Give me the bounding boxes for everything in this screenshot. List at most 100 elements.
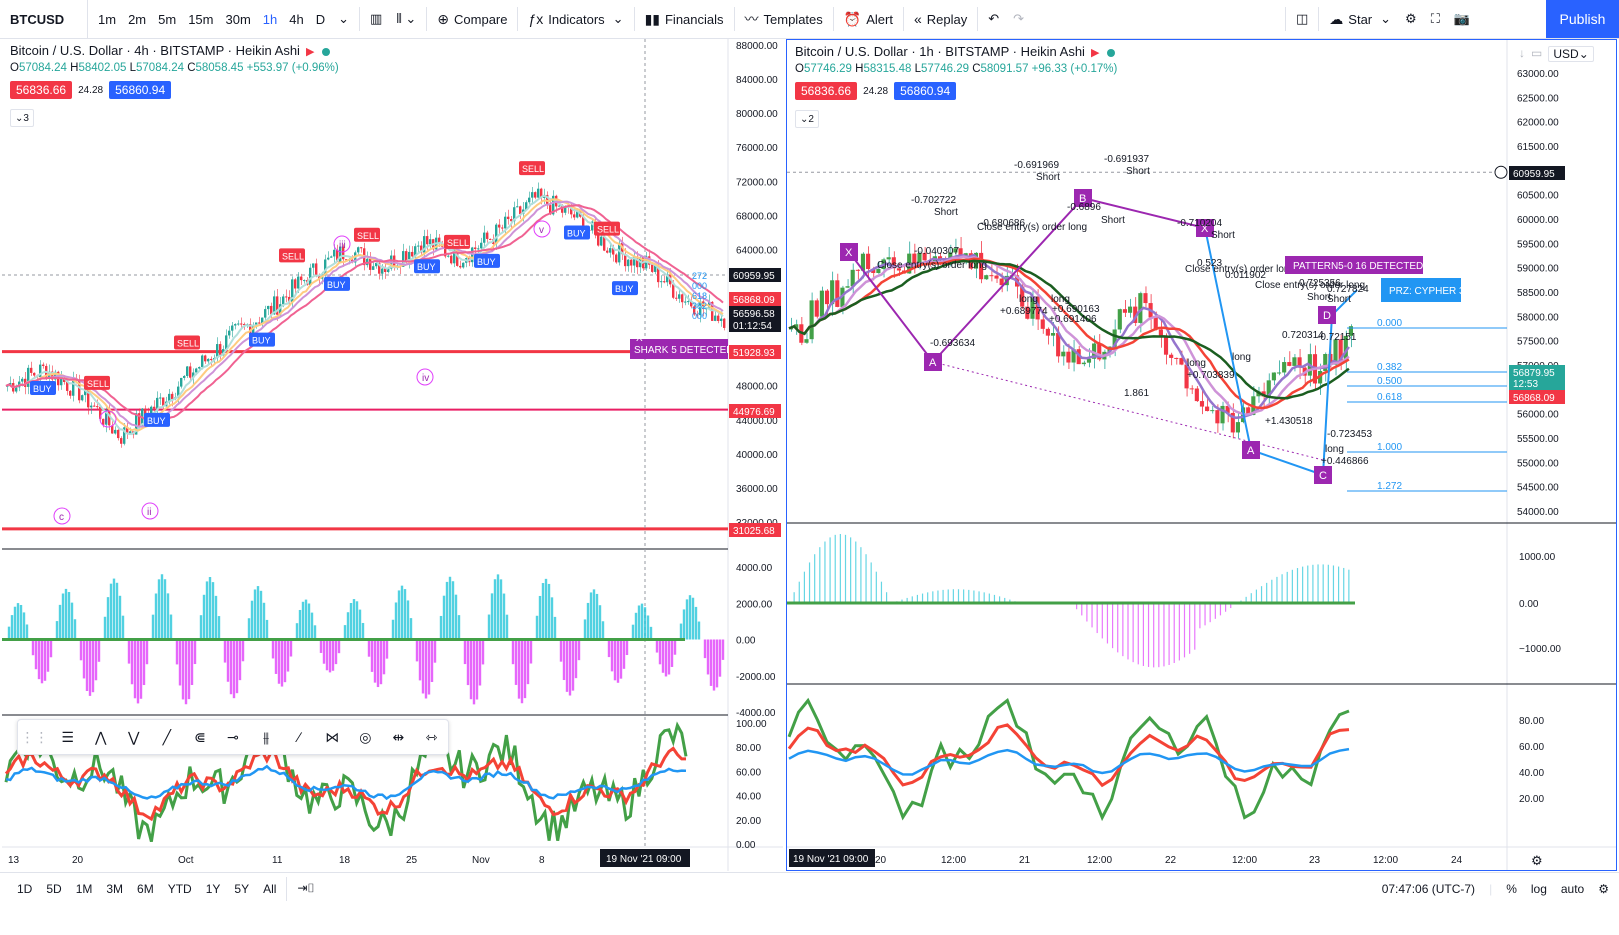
maximize-icon[interactable]: ▭ [1531,46,1543,60]
candle [714,315,717,321]
candle [228,330,231,336]
signal-label-sell: SELL [522,164,544,174]
price-tag: 56596.58 [733,309,775,320]
interval-D[interactable]: D [315,11,326,27]
star-button[interactable]: ☁ Star ⌄ [1322,0,1398,38]
interval-15m[interactable]: 15m [188,11,214,27]
signal-label-sell: SELL [357,231,379,241]
range-1y[interactable]: 1Y [205,881,221,896]
clock-display[interactable]: 07:47:06 (UTC-7) [1381,881,1476,896]
interval-5m[interactable]: 5m [158,11,177,27]
indicators-collapse-button[interactable]: ⌄ 3 [10,109,34,127]
bottom-toolbar: 1D 5D 1M 3M 6M YTD 1Y 5Y All ⇥⌷ 07:47:06 (UTC-7)… [0,872,1619,904]
horizontal-lines-icon[interactable]: ☰ [61,728,74,745]
fullscreen-icon[interactable]: ⛶ [1430,11,1440,26]
interval-2m[interactable]: 2m [128,11,147,27]
publish-button[interactable]: Publish [1546,0,1619,38]
replay-button[interactable]: «Replay [907,0,974,38]
horizontal-ray-icon[interactable]: ⊸ [227,728,239,745]
candle [210,358,213,361]
currency-selector[interactable]: USD⌄ [1548,46,1594,62]
indicators-collapse-button[interactable]: ⌄ 2 [795,110,819,128]
right-chart-panel[interactable]: Bitcoin / U.S. Dollar · 1h · BITSTAMP · … [786,39,1617,871]
star-label: Star [1348,11,1373,27]
redo-icon[interactable]: ↷ [1013,11,1025,26]
compare-button[interactable]: ⊕ Compare [430,0,514,38]
symbol-search[interactable]: BTCUSD [0,0,88,38]
line-icon[interactable]: ∕ [297,729,301,745]
left-chart-panel[interactable]: Bitcoin / U.S. Dollar · 4h · BITSTAMP · … [2,39,783,871]
layout-icon[interactable]: ◫ [1296,11,1309,26]
candle [860,253,866,271]
trend-line-icon[interactable]: ╱ [162,728,172,745]
range-6m[interactable]: 6M [137,881,154,896]
candle [814,300,819,317]
candle [27,367,30,387]
range-1d[interactable]: 1D [17,881,33,896]
gear-icon[interactable]: ⚙ [1598,881,1609,896]
signal-label-buy: BUY [147,416,166,426]
range-5y[interactable]: 5Y [234,881,250,896]
osc-tick-label: 0.00 [736,636,756,647]
annotation-label: Close entry(s) order long [877,260,987,271]
bottom-right-controls: 07:47:06 (UTC-7) | % log auto ⚙ [1381,881,1609,896]
interval-1h[interactable]: 1h [262,11,278,27]
xabcd-pattern-icon[interactable]: ⋈ [325,728,340,745]
candle [231,325,234,331]
auto-scale-button[interactable]: auto [1560,881,1585,896]
sell-price-button[interactable]: 56836.66 [10,81,73,99]
range-1m[interactable]: 1M [75,881,93,896]
buy-price-button[interactable]: 56860.94 [894,82,957,100]
price-range-icon[interactable]: ⇹ [392,728,405,745]
signal-label-bg [324,276,350,291]
fib-level-label: 618 [692,291,707,301]
annotation-label: long [1187,358,1206,369]
undo-icon[interactable]: ↶ [988,11,1000,26]
financials-button[interactable]: ▮▮ Financials [638,0,731,38]
long-position-icon[interactable]: ⫵ [262,728,270,745]
camera-icon[interactable]: 📷 [1453,11,1470,26]
left-chart-canvas[interactable]: 88000.0084000.0080000.0076000.0072000.00… [2,39,783,871]
wave-circle [99,410,117,428]
gear-icon[interactable]: ⚙ [1405,11,1417,26]
abc-pattern-icon[interactable]: ⋀ [94,728,107,745]
pitchfork-icon[interactable]: ⋐ [194,728,206,745]
alert-button[interactable]: ⏰ Alert [837,0,900,38]
bar-style-icon[interactable]: ▥ [370,11,383,26]
compare-label: Compare [454,11,508,27]
range-all[interactable]: All [263,881,277,896]
right-chart-canvas[interactable]: 63000.0062500.0062000.0061500.0061000.00… [787,40,1616,870]
indicators-button[interactable]: ƒx Indicators ⌄ [521,0,630,38]
candle [1122,309,1127,313]
log-scale-button[interactable]: log [1530,881,1547,896]
range-ytd[interactable]: YTD [167,881,192,896]
interval-30m[interactable]: 30m [225,11,251,27]
interval-4h[interactable]: 4h [289,11,304,27]
brush-icon[interactable]: ◎ [359,728,372,745]
range-5d[interactable]: 5D [46,881,62,896]
candle [912,253,917,267]
calendar-range-icon[interactable]: ⇥⌷ [297,881,315,895]
sell-price-button[interactable]: 56836.66 [795,82,858,100]
candle [794,324,799,329]
annotation-label: 0.720314 [1282,330,1324,341]
wave-circle [333,235,351,253]
interval-dropdown-icon[interactable]: ⌄ [338,11,350,26]
drag-handle-icon[interactable]: ⋮⋮ [20,728,49,745]
percent-scale-button[interactable]: % [1506,881,1517,896]
candle [219,344,222,355]
range-3m[interactable]: 3M [106,881,124,896]
templates-button[interactable]: 〰 Templates [738,0,830,38]
arrow-down-icon[interactable]: ↓ [1519,46,1525,60]
buy-price-button[interactable]: 56860.94 [109,81,172,99]
interval-1m[interactable]: 1m [98,11,117,27]
candle-style-icon[interactable]: ⫴ ⌄ [396,11,417,26]
candle [372,266,375,270]
price-tick-label: 61500.00 [1517,142,1559,153]
date-range-icon[interactable]: ⇿ [425,728,438,745]
wave-pattern-icon[interactable]: ⋁ [128,728,140,745]
candle [1076,349,1081,365]
candle [866,253,871,269]
candle [501,227,504,229]
signal-label-bg [414,259,440,274]
